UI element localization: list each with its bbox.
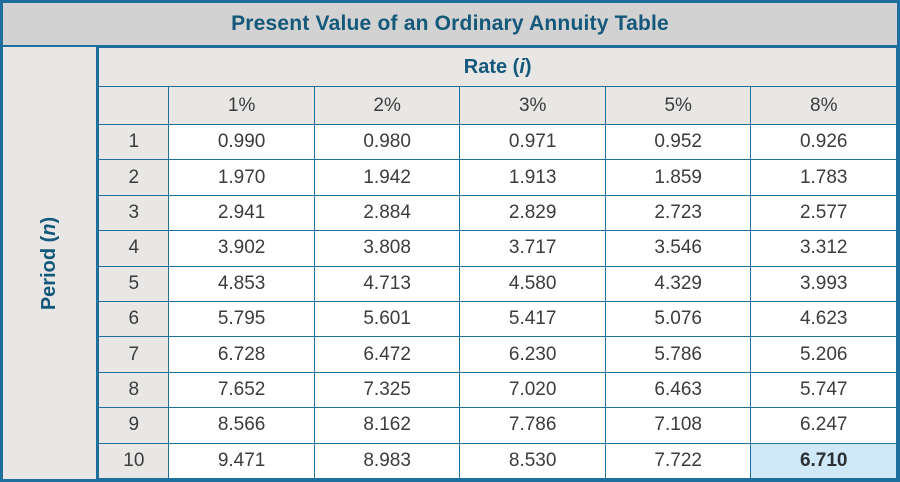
pv-factor-cell: 5.747 [750, 371, 897, 409]
rate-column-header-2pct: 2% [313, 86, 461, 125]
table-row: 10 9.471 8.983 8.530 7.722 6.710 [98, 442, 897, 480]
pv-factor-cell: 3.993 [750, 265, 897, 302]
pv-factor-cell: 1.913 [459, 159, 606, 196]
pv-factor-cell: 3.808 [313, 230, 461, 267]
pv-factor-cell: 3.902 [168, 230, 315, 267]
pv-factor-cell: 4.580 [459, 265, 606, 302]
pv-factor-cell: 8.566 [168, 407, 315, 444]
table-row: 3 2.941 2.884 2.829 2.723 2.577 [98, 194, 897, 232]
rate-label-prefix: Rate ( [463, 55, 520, 78]
rate-column-header-3pct: 3% [459, 86, 606, 125]
table-row: 8 7.652 7.325 7.020 6.463 5.747 [98, 371, 897, 409]
rate-column-header-5pct: 5% [604, 86, 752, 125]
period-row-header: 7 [98, 336, 170, 373]
period-label-prefix: Period ( [38, 235, 61, 310]
pv-factor-cell: 5.076 [604, 300, 752, 338]
corner-cell [98, 86, 170, 125]
rate-columns-row: 1% 2% 3% 5% 8% [98, 86, 897, 125]
pv-factor-cell: 2.723 [604, 194, 752, 232]
pv-factor-cell: 2.829 [459, 194, 606, 232]
rate-group-row: Rate (i) [98, 47, 897, 87]
pv-factor-cell: 0.926 [750, 123, 897, 161]
pv-factor-cell: 6.247 [750, 407, 897, 444]
pv-factor-cell: 6.472 [313, 336, 461, 373]
period-row-header: 6 [98, 300, 170, 338]
pv-factor-cell: 8.983 [313, 442, 461, 480]
pv-factor-cell: 6.463 [604, 371, 752, 409]
pv-factor-cell: 0.971 [459, 123, 606, 161]
highlighted-pv-cell: 6.710 [750, 442, 897, 480]
period-row-header: 5 [98, 265, 170, 302]
period-label-suffix: ) [38, 216, 61, 223]
pv-factor-cell: 1.942 [313, 159, 461, 196]
pv-factor-cell: 6.230 [459, 336, 606, 373]
pv-factor-cell: 3.717 [459, 230, 606, 267]
pv-factor-cell: 6.728 [168, 336, 315, 373]
table-row: 2 1.970 1.942 1.913 1.859 1.783 [98, 159, 897, 196]
annuity-table: Rate (i) 1% 2% 3% 5% 8% 1 0.990 0.980 0.… [98, 47, 897, 480]
period-axis-label: Period (n) [38, 216, 61, 309]
period-row-header: 8 [98, 371, 170, 409]
period-axis-column: Period (n) [3, 47, 99, 479]
pv-factor-cell: 7.722 [604, 442, 752, 480]
pv-factor-cell: 7.652 [168, 371, 315, 409]
period-symbol: n [38, 223, 61, 236]
table-row: 4 3.902 3.808 3.717 3.546 3.312 [98, 230, 897, 267]
pv-factor-cell: 0.990 [168, 123, 315, 161]
pv-factor-cell: 5.417 [459, 300, 606, 338]
pv-factor-cell: 5.601 [313, 300, 461, 338]
rate-column-header-1pct: 1% [168, 86, 315, 125]
pv-factor-cell: 8.530 [459, 442, 606, 480]
pv-factor-cell: 1.970 [168, 159, 315, 196]
rate-column-header-8pct: 8% [750, 86, 897, 125]
pv-factor-cell: 2.577 [750, 194, 897, 232]
period-row-header: 9 [98, 407, 170, 444]
pv-factor-cell: 5.795 [168, 300, 315, 338]
pv-factor-cell: 7.020 [459, 371, 606, 409]
period-row-header: 10 [98, 442, 170, 480]
pv-factor-cell: 5.786 [604, 336, 752, 373]
table-row: 9 8.566 8.162 7.786 7.108 6.247 [98, 407, 897, 444]
pv-factor-cell: 7.108 [604, 407, 752, 444]
pv-factor-cell: 4.329 [604, 265, 752, 302]
rate-symbol: i [519, 55, 525, 78]
table-row: 6 5.795 5.601 5.417 5.076 4.623 [98, 300, 897, 338]
pv-factor-cell: 3.546 [604, 230, 752, 267]
pv-factor-cell: 7.786 [459, 407, 606, 444]
period-row-header: 4 [98, 230, 170, 267]
pv-factor-cell: 4.713 [313, 265, 461, 302]
pv-factor-cell: 1.859 [604, 159, 752, 196]
rate-group-header: Rate (i) [98, 47, 897, 87]
period-row-header: 3 [98, 194, 170, 232]
period-row-header: 1 [98, 123, 170, 161]
pv-factor-cell: 0.952 [604, 123, 752, 161]
pv-factor-cell: 2.941 [168, 194, 315, 232]
pv-factor-cell: 1.783 [750, 159, 897, 196]
pv-factor-cell: 2.884 [313, 194, 461, 232]
pv-factor-cell: 7.325 [313, 371, 461, 409]
table-row: 5 4.853 4.713 4.580 4.329 3.993 [98, 265, 897, 302]
pv-factor-cell: 5.206 [750, 336, 897, 373]
pv-factor-cell: 0.980 [313, 123, 461, 161]
table-row: 7 6.728 6.472 6.230 5.786 5.206 [98, 336, 897, 373]
rate-label-suffix: ) [524, 55, 532, 78]
table-title: Present Value of an Ordinary Annuity Tab… [3, 3, 897, 47]
pv-factor-cell: 4.853 [168, 265, 315, 302]
pv-factor-cell: 3.312 [750, 230, 897, 267]
table-row: 1 0.990 0.980 0.971 0.952 0.926 [98, 123, 897, 161]
pv-factor-cell: 8.162 [313, 407, 461, 444]
pv-factor-cell: 4.623 [750, 300, 897, 338]
table-body: Period (n) Rate (i) 1% 2% 3% 5% 8% [3, 47, 897, 480]
pv-factor-cell: 9.471 [168, 442, 315, 480]
period-row-header: 2 [98, 159, 170, 196]
